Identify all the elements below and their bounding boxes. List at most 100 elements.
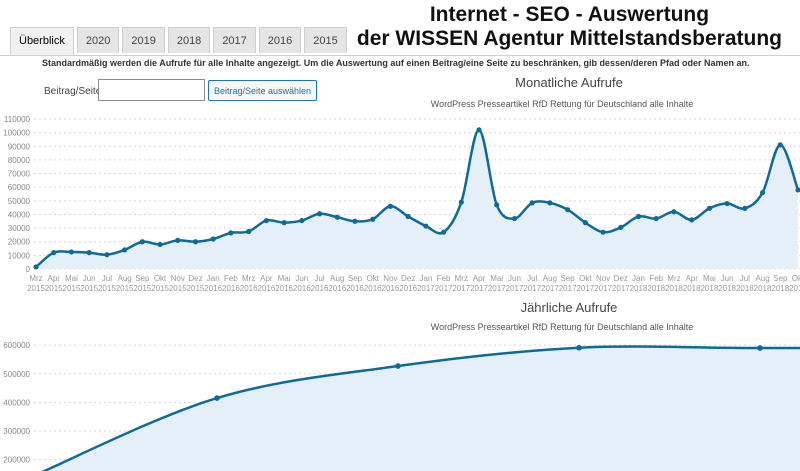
monthly-data-point[interactable] <box>210 236 216 242</box>
monthly-data-point[interactable] <box>795 187 800 193</box>
monthly-data-point[interactable] <box>157 241 163 248</box>
post-filter-input[interactable] <box>98 79 205 101</box>
monthly-data-point[interactable] <box>405 213 411 220</box>
tab-2020[interactable]: 2020 <box>76 27 120 53</box>
x-tick-label: Nov 2015 <box>169 274 187 293</box>
yearly-area-fill <box>36 346 800 471</box>
y-tick-label: 500000 <box>3 370 30 379</box>
x-tick-label: Mai 2017 <box>488 274 506 293</box>
x-tick-label: Mrz 2016 <box>240 274 258 293</box>
monthly-data-point[interactable] <box>246 228 252 235</box>
monthly-data-point[interactable] <box>299 217 305 224</box>
x-tick-label: Sep 2015 <box>133 274 151 293</box>
yearly-data-point[interactable] <box>395 363 401 369</box>
y-tick-label: 100000 <box>3 129 30 138</box>
headline-line-1: Internet - SEO - Auswertung <box>429 3 710 26</box>
monthly-data-point[interactable] <box>228 230 234 236</box>
monthly-data-point[interactable] <box>635 213 642 220</box>
tab-2019[interactable]: 2019 <box>122 27 165 53</box>
monthly-data-point[interactable] <box>511 215 518 222</box>
x-tick-label: Jul 2016 <box>311 274 329 293</box>
monthly-data-point[interactable] <box>653 215 659 222</box>
monthly-data-point[interactable] <box>724 200 730 207</box>
tab-2016[interactable]: 2016 <box>258 27 302 53</box>
y-tick-label: 300000 <box>3 427 30 436</box>
x-tick-label: Jul 2018 <box>736 274 754 293</box>
monthly-data-point[interactable] <box>777 142 783 148</box>
monthly-data-point[interactable] <box>263 217 269 224</box>
x-tick-label: Dez 2015 <box>187 274 205 293</box>
monthly-data-point[interactable] <box>600 229 606 235</box>
x-tick-label: Jan 2016 <box>204 274 222 293</box>
filter-hint: Standardmäßig werden die Aufrufe für all… <box>42 58 750 68</box>
monthly-data-point[interactable] <box>671 209 677 215</box>
monthly-data-point[interactable] <box>51 250 57 256</box>
monthly-data-point[interactable] <box>175 237 181 243</box>
monthly-data-point[interactable] <box>281 220 287 226</box>
monthly-data-point[interactable] <box>618 224 624 231</box>
monthly-data-point[interactable] <box>33 264 39 270</box>
x-tick-label: Feb 2016 <box>222 274 240 293</box>
monthly-data-point[interactable] <box>370 216 376 222</box>
yearly-data-point[interactable] <box>214 395 220 401</box>
monthly-data-point[interactable] <box>759 190 766 196</box>
x-tick-label: Jun 2015 <box>80 274 98 293</box>
y-tick-label: 30000 <box>8 224 31 233</box>
monthly-data-point[interactable] <box>122 247 128 253</box>
x-tick-label: Mai 2015 <box>63 274 81 293</box>
x-tick-label: Aug 2018 <box>754 274 772 293</box>
monthly-data-point[interactable] <box>104 252 110 258</box>
x-tick-label: Mai 2018 <box>700 274 718 293</box>
monthly-data-point[interactable] <box>742 205 748 211</box>
tab-ueberblick[interactable]: Überblick <box>10 27 74 55</box>
filter-label: Beitrag/Seite <box>44 86 102 97</box>
monthly-data-point[interactable] <box>547 200 553 206</box>
tab-2015[interactable]: 2015 <box>304 27 347 53</box>
monthly-data-point[interactable] <box>458 199 464 205</box>
x-tick-label: Jun 2018 <box>718 274 736 293</box>
monthly-data-point[interactable] <box>529 200 535 206</box>
monthly-data-point[interactable] <box>706 205 712 211</box>
tab-2018[interactable]: 2018 <box>167 27 211 53</box>
yearly-chart-title: Jährliche Aufrufe <box>521 300 618 315</box>
monthly-data-point[interactable] <box>334 214 340 220</box>
monthly-data-point[interactable] <box>139 239 145 245</box>
yearly-chart-subtitle: WordPress Presseartikel RfD Rettung für … <box>431 322 693 332</box>
monthly-data-point[interactable] <box>494 202 500 208</box>
y-tick-label: 0 <box>26 265 31 274</box>
yearly-data-point[interactable] <box>576 344 582 351</box>
y-tick-label: 50000 <box>8 197 31 206</box>
monthly-data-point[interactable] <box>565 207 571 213</box>
yearly-views-chart: Jährliche Aufrufe WordPress Presseartike… <box>3 300 800 471</box>
monthly-data-point[interactable] <box>476 127 482 133</box>
monthly-data-point[interactable] <box>192 239 199 245</box>
x-tick-label: Okt2018 <box>789 274 800 293</box>
y-tick-label: 80000 <box>8 156 31 165</box>
x-tick-label: Feb 2017 <box>435 274 453 293</box>
monthly-data-point[interactable] <box>689 217 695 223</box>
monthly-data-point[interactable] <box>68 249 75 255</box>
monthly-data-point[interactable] <box>352 218 358 224</box>
monthly-data-point[interactable] <box>440 229 447 235</box>
x-tick-label: Mrz 2017 <box>452 274 470 293</box>
x-tick-label: Mai 2016 <box>275 274 293 293</box>
x-tick-label: Dez 2017 <box>612 274 630 293</box>
tab-2017[interactable]: 2017 <box>213 27 256 53</box>
x-tick-label: Jun 2017 <box>506 274 524 293</box>
x-tick-label: Apr 2017 <box>470 274 488 293</box>
yearly-data-point[interactable] <box>757 345 763 351</box>
x-tick-label: Sep 2018 <box>771 274 789 293</box>
y-tick-label: 20000 <box>8 238 31 247</box>
monthly-series-line <box>35 128 800 268</box>
monthly-data-point[interactable] <box>582 220 588 226</box>
monthly-data-point[interactable] <box>387 203 394 209</box>
select-post-button[interactable]: Beitrag/Seite auswählen <box>208 80 318 101</box>
tab-bar: Überblick 2020 2019 2018 2017 2016 2015 <box>10 27 350 55</box>
x-tick-label: Okt 2016 <box>364 274 382 293</box>
x-tick-label: Mrz 2015 <box>27 274 45 293</box>
x-tick-label: Jul 2017 <box>523 274 541 293</box>
monthly-data-point[interactable] <box>86 250 92 256</box>
x-tick-label: Jan 2017 <box>417 274 435 293</box>
monthly-data-point[interactable] <box>423 223 429 229</box>
monthly-data-point[interactable] <box>316 211 323 217</box>
